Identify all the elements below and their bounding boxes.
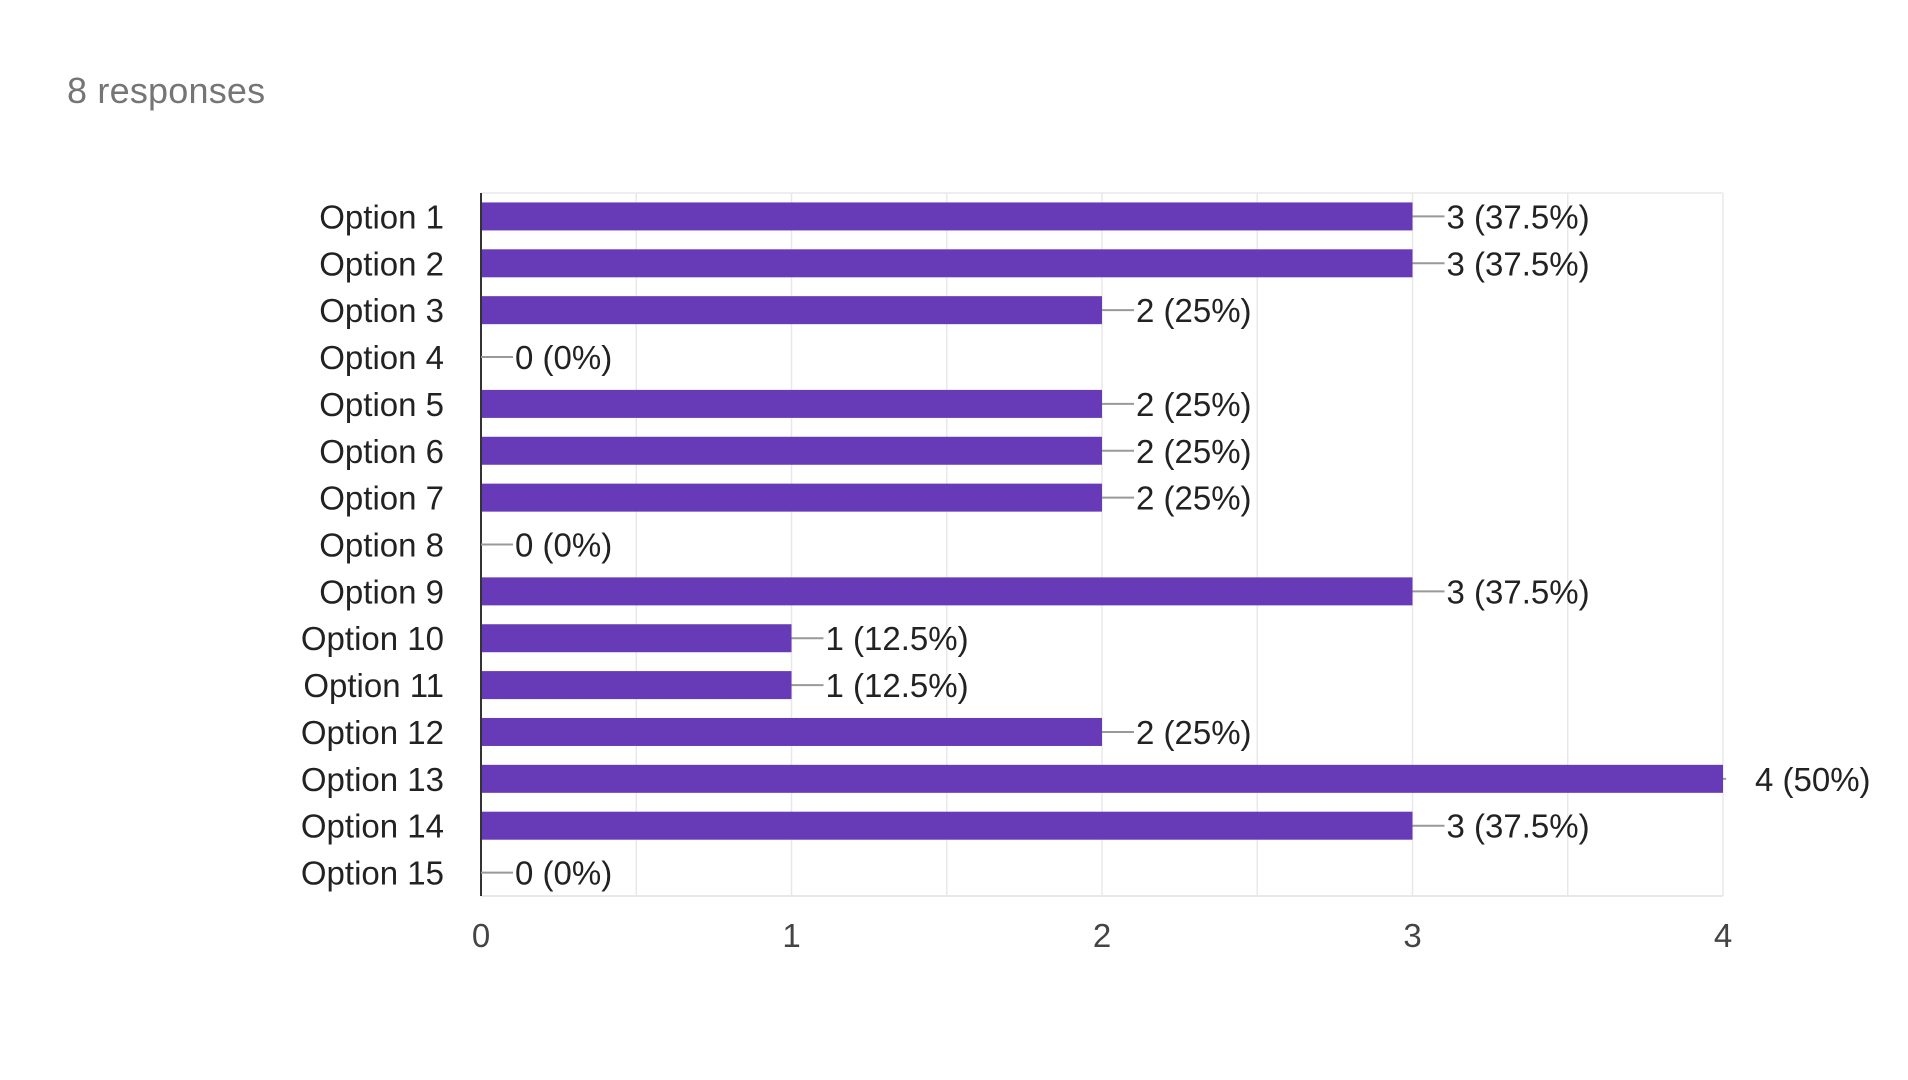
category-label: Option 14 <box>301 808 444 845</box>
bar <box>482 671 792 700</box>
category-label: Option 2 <box>319 245 444 282</box>
data-label: 2 (25%) <box>1136 292 1252 329</box>
bar <box>482 436 1102 465</box>
category-label: Option 6 <box>319 433 444 470</box>
category-label: Option 8 <box>319 527 444 564</box>
data-label: 0 (0%) <box>515 339 612 376</box>
category-label: Option 15 <box>301 855 444 892</box>
x-tick-label: 0 <box>472 917 490 954</box>
data-label: 3 (37.5%) <box>1447 808 1590 845</box>
data-label: 1 (12.5%) <box>826 667 969 704</box>
category-label: Option 11 <box>303 667 444 704</box>
data-label: 0 (0%) <box>515 855 612 892</box>
bar <box>482 202 1413 231</box>
bar <box>482 717 1102 746</box>
category-label: Option 1 <box>319 198 444 235</box>
x-tick-label: 3 <box>1403 917 1421 954</box>
data-label: 4 (50%) <box>1755 761 1871 798</box>
response-count: 8 responses <box>67 70 266 111</box>
data-label: 2 (25%) <box>1136 480 1252 517</box>
data-label: 3 (37.5%) <box>1447 573 1590 610</box>
x-tick-label: 4 <box>1714 917 1732 954</box>
category-label: Option 12 <box>301 714 444 751</box>
bars <box>482 202 1723 840</box>
bar <box>482 389 1102 418</box>
data-labels: 3 (37.5%) 3 (37.5%) 2 (25%) 0 (0%) 2 (25%) 2 … <box>481 198 1871 892</box>
bar <box>482 483 1102 512</box>
bar <box>482 296 1102 325</box>
data-label: 2 (25%) <box>1136 714 1252 751</box>
bar <box>482 577 1413 606</box>
x-tick-label: 1 <box>782 917 800 954</box>
data-label: 3 (37.5%) <box>1447 245 1590 282</box>
data-label: 2 (25%) <box>1136 386 1252 423</box>
bar <box>482 811 1413 840</box>
category-label: Option 3 <box>319 292 444 329</box>
category-labels: Option 1 Option 2 Option 3 Option 4 Option 5… <box>301 198 444 891</box>
data-label: 3 (37.5%) <box>1447 198 1590 235</box>
bar <box>482 624 792 653</box>
category-label: Option 9 <box>319 573 444 610</box>
data-label: 2 (25%) <box>1136 433 1252 470</box>
category-label: Option 7 <box>319 480 444 517</box>
x-axis-ticks: 0 1 2 3 4 <box>472 917 1732 954</box>
x-tick-label: 2 <box>1093 917 1111 954</box>
bar <box>482 764 1723 793</box>
category-label: Option 10 <box>301 620 444 657</box>
data-label: 0 (0%) <box>515 527 612 564</box>
bar <box>482 249 1413 278</box>
category-label: Option 4 <box>319 339 444 376</box>
category-label: Option 13 <box>301 761 444 798</box>
data-label: 1 (12.5%) <box>826 620 969 657</box>
category-label: Option 5 <box>319 386 444 423</box>
